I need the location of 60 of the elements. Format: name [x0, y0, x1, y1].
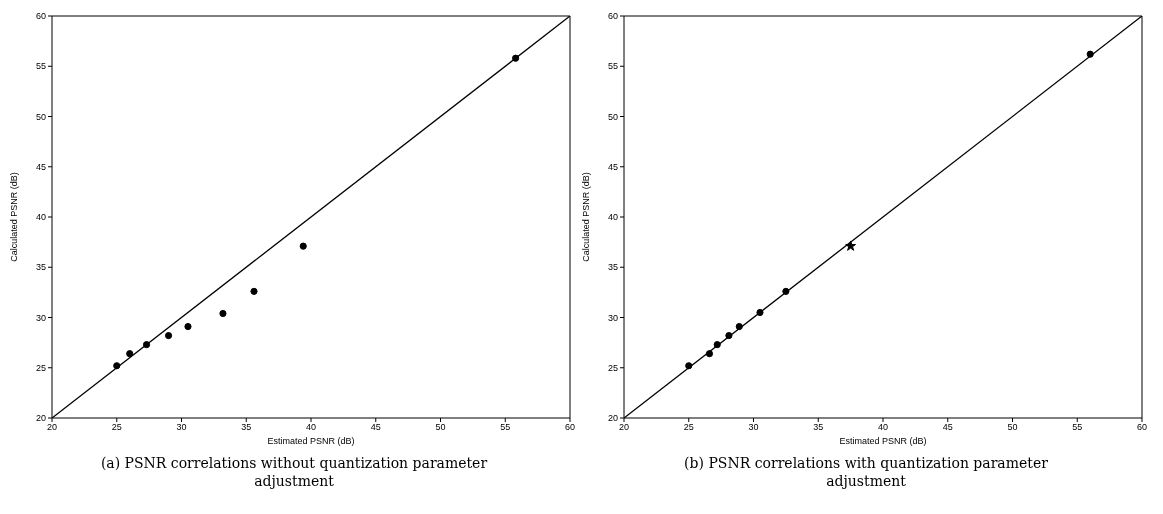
- y-tick-label: 25: [607, 362, 618, 373]
- point: [219, 309, 227, 318]
- x-tick-label: 30: [176, 422, 187, 433]
- y-axis-title: Calculated PSNR (dB): [9, 172, 20, 262]
- y-tick-label: 20: [35, 413, 46, 424]
- x-tick-label: 50: [435, 422, 446, 433]
- point: [705, 350, 714, 358]
- point: [142, 341, 151, 349]
- y-tick-label: 55: [607, 61, 618, 72]
- x-tick-label: 45: [942, 422, 953, 433]
- x-tick-label: 60: [1136, 422, 1148, 433]
- y-tick-label: 30: [35, 312, 46, 323]
- x-axis-title: Estimated PSNR (dB): [839, 436, 927, 446]
- point: [250, 287, 258, 295]
- y-tick-label: 40: [35, 212, 46, 223]
- point: [685, 362, 693, 370]
- point: [164, 332, 173, 340]
- point: [713, 341, 721, 349]
- y-tick-label: 30: [607, 312, 618, 323]
- point: [299, 242, 307, 250]
- point: [126, 350, 134, 358]
- y-tick-label: 60: [35, 11, 46, 22]
- x-tick-label: 55: [1072, 422, 1083, 433]
- y-tick-label: 45: [35, 161, 46, 172]
- point: [113, 362, 121, 370]
- point: [756, 308, 764, 317]
- x-tick-label: 40: [305, 422, 317, 433]
- x-tick-label: 50: [1007, 422, 1018, 433]
- x-tick-label: 25: [111, 422, 122, 433]
- point: [782, 287, 790, 295]
- y-tick-label: 40: [607, 212, 618, 223]
- y-tick-label: 50: [607, 111, 618, 122]
- y-tick-label: 55: [35, 61, 46, 72]
- point: [725, 332, 733, 340]
- point: [512, 54, 520, 62]
- point: [184, 322, 192, 331]
- y-axis-title: Calculated PSNR (dB): [581, 172, 592, 262]
- text: (b) PSNR correlations with quantization parameter adjustment: [683, 454, 1049, 490]
- y-tick-label: 20: [607, 413, 618, 424]
- y-tick-label: 25: [35, 362, 46, 373]
- x-tick-label: 20: [46, 422, 58, 433]
- x-tick-label: 40: [877, 422, 889, 433]
- x-tick-label: 60: [564, 422, 576, 433]
- text: (a) PSNR correlations without quantization parameter adjustment: [99, 454, 489, 490]
- y-tick-label: 45: [607, 161, 618, 172]
- x-tick-label: 45: [370, 422, 381, 433]
- x-axis-title: Estimated PSNR (dB): [267, 436, 355, 446]
- x-tick-label: 55: [500, 422, 511, 433]
- y-tick-label: 60: [607, 11, 618, 22]
- x-tick-label: 35: [813, 422, 824, 433]
- point: [1086, 50, 1094, 58]
- y-tick-label: 35: [35, 262, 46, 273]
- y-tick-label: 35: [607, 262, 618, 273]
- x-tick-label: 20: [618, 422, 630, 433]
- point: [845, 240, 857, 251]
- x-tick-label: 30: [748, 422, 759, 433]
- x-tick-label: 25: [683, 422, 694, 433]
- point: [735, 322, 743, 331]
- y-tick-label: 50: [35, 111, 46, 122]
- x-tick-label: 35: [241, 422, 252, 433]
